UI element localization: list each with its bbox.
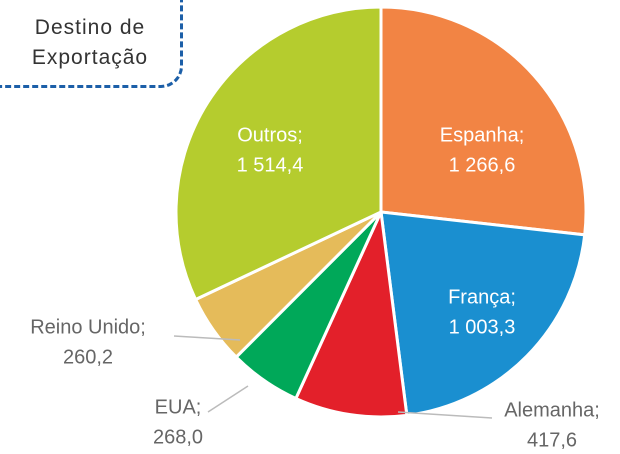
title-box: Destino de Exportação bbox=[0, 0, 183, 88]
pie-slice bbox=[174, 5, 383, 302]
value-label: 1 514,4 bbox=[237, 154, 304, 176]
category-label: França; bbox=[448, 286, 516, 308]
category-label: EUA; bbox=[155, 396, 202, 418]
value-label: 1 266,6 bbox=[449, 154, 516, 176]
pie-slice bbox=[379, 210, 587, 418]
chart-title: Destino de Exportação bbox=[31, 15, 149, 69]
leader-line bbox=[173, 335, 241, 341]
category-label: Reino Unido; bbox=[30, 316, 146, 338]
value-label: 268,0 bbox=[153, 426, 203, 448]
pie-slice bbox=[379, 5, 588, 237]
leader-line bbox=[207, 385, 249, 413]
leader-line bbox=[397, 411, 493, 419]
category-label: Outros; bbox=[237, 124, 303, 146]
value-label: 260,2 bbox=[63, 346, 113, 368]
value-label: 417,6 bbox=[527, 429, 577, 451]
pie-slice bbox=[293, 206, 409, 419]
category-label: Alemanha; bbox=[504, 399, 600, 421]
value-label: 1 003,3 bbox=[449, 316, 516, 338]
category-label: Espanha; bbox=[440, 124, 525, 146]
